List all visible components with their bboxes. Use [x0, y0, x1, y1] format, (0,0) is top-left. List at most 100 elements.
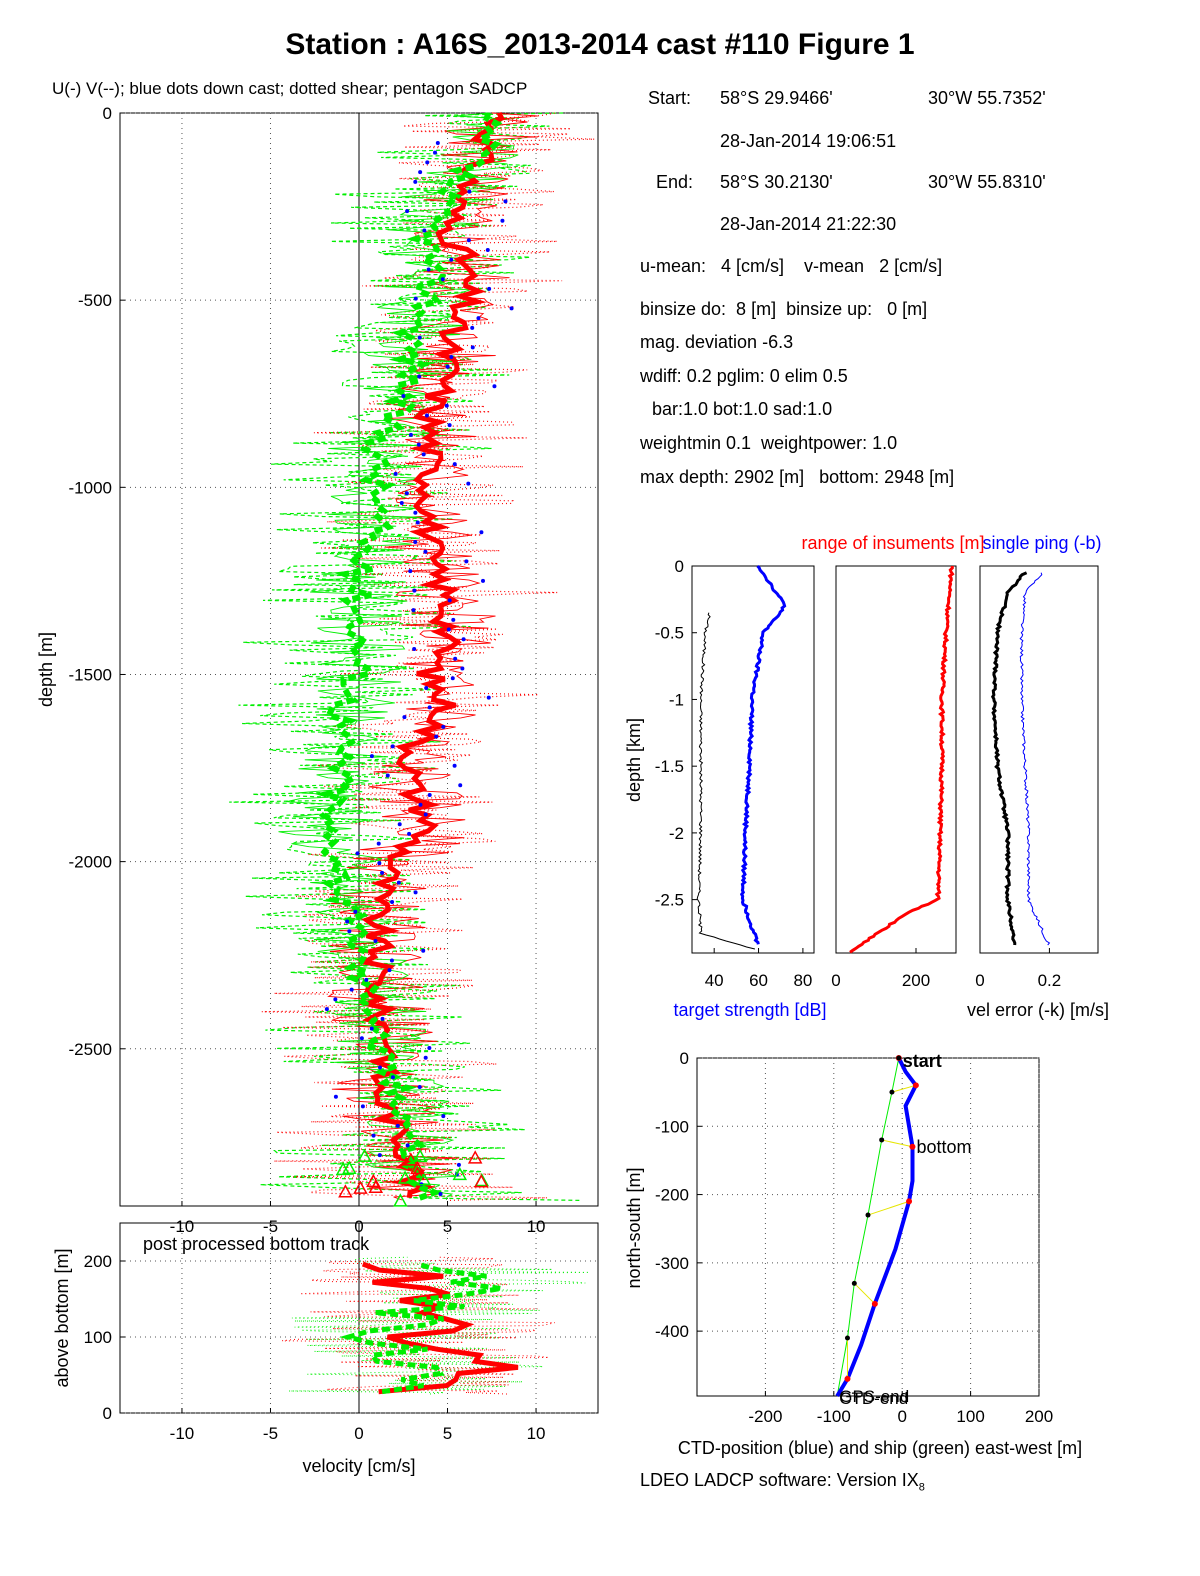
downcast-dot — [487, 286, 492, 291]
small-ylabel: depth [km] — [624, 718, 644, 802]
pos-axes-ytick-label: -100 — [655, 1117, 689, 1136]
downcast-dot — [444, 403, 449, 408]
downcast-dot — [413, 179, 418, 184]
downcast-dot — [399, 501, 404, 506]
main-axes-xtick-label: 0 — [354, 1217, 363, 1236]
downcast-dot — [445, 364, 450, 369]
downcast-dot — [373, 938, 378, 943]
small-ytick-label: -1.5 — [655, 757, 684, 776]
bt-title: post processed bottom track — [143, 1234, 370, 1254]
pos-axes-ytick-label: -300 — [655, 1254, 689, 1273]
downcast-dot — [441, 724, 446, 729]
downcast-dot — [355, 851, 360, 856]
downcast-dot — [390, 1075, 395, 1080]
start-lon: 30°W 55.7352' — [928, 88, 1046, 108]
small-title-ping: single ping (-b) — [982, 533, 1101, 553]
downcast-dot — [413, 539, 418, 544]
downcast-dot — [390, 900, 395, 905]
main-velocity-line — [327, 112, 538, 1201]
main-velocity-line — [278, 112, 519, 1201]
downcast-dot — [458, 783, 463, 788]
pos-axes-ytick-label: -200 — [655, 1186, 689, 1205]
bt-shear-line — [281, 1256, 555, 1395]
downcast-dot — [377, 1153, 382, 1158]
small-profile-line — [696, 612, 756, 950]
small-panel-frame — [691, 565, 815, 954]
sadcp-marker — [474, 1172, 490, 1187]
downcast-dot — [434, 734, 439, 739]
downcast-dot — [380, 1016, 385, 1021]
downcast-dot — [347, 929, 352, 934]
downcast-dot — [345, 919, 350, 924]
downcast-dot — [479, 530, 484, 535]
downcast-dot — [412, 588, 417, 593]
ctd-time-marker — [844, 1375, 851, 1382]
downcast-dot — [460, 666, 465, 671]
downcast-dot — [369, 1026, 374, 1031]
downcast-dot — [500, 218, 505, 223]
downcast-dot — [353, 909, 358, 914]
pos-axes-frame — [696, 1057, 1040, 1397]
main-axes-ytick-label: 0 — [103, 104, 112, 123]
downcast-dot — [402, 715, 407, 720]
ship-time-marker — [879, 1137, 885, 1143]
pos-axes-xtick-label: -200 — [748, 1407, 782, 1426]
downcast-dot — [393, 471, 398, 476]
downcast-dot — [449, 257, 454, 262]
small-xtick-label: 0 — [975, 971, 984, 990]
binsize: binsize do: 8 [m] binsize up: 0 [m] — [640, 299, 928, 319]
downcast-dot — [333, 1094, 338, 1099]
downcast-dot — [503, 199, 508, 204]
downcast-dot — [359, 1036, 364, 1041]
main-axes-frame — [119, 112, 599, 1207]
downcast-dot — [446, 627, 451, 632]
downcast-dot — [413, 890, 418, 895]
small-xtick-label: 200 — [902, 971, 930, 990]
downcast-dot — [454, 1172, 459, 1177]
pos-gpsend-label: GPS-end — [839, 1387, 909, 1406]
small-ytick-label: -0.5 — [655, 624, 684, 643]
downcast-dot — [390, 744, 395, 749]
ship-time-marker — [865, 1212, 871, 1218]
downcast-dot — [405, 1143, 410, 1148]
downcast-dot — [417, 335, 422, 340]
downcast-dot — [466, 481, 471, 486]
downcast-dot — [416, 442, 421, 447]
sadcp-marker — [353, 1180, 368, 1194]
downcast-dot — [421, 948, 426, 953]
downcast-dot — [369, 754, 374, 759]
downcast-dot — [492, 384, 497, 389]
ctd-time-marker — [895, 1055, 902, 1061]
pos-xlabel: CTD-position (blue) and ship (green) eas… — [678, 1438, 1082, 1458]
bt-axes-xtick-label: -5 — [263, 1424, 278, 1443]
downcast-dot — [440, 277, 445, 282]
pos-axes-xtick-label: 100 — [956, 1407, 984, 1426]
pos-ctdend-label: CTD-end — [839, 1389, 908, 1408]
downcast-dot — [426, 267, 431, 272]
downcast-dot — [427, 793, 432, 798]
downcast-dot — [427, 705, 432, 710]
ctd-ship-link — [881, 1139, 913, 1148]
downcast-dot — [453, 656, 458, 661]
start-lat: 58°S 29.9466' — [720, 88, 833, 108]
bt-axes-ytick-label: 100 — [84, 1328, 112, 1347]
pos-axes-ytick-label: 0 — [680, 1049, 689, 1068]
downcast-dot — [486, 695, 491, 700]
sadcp-marker — [410, 1166, 425, 1180]
bt-axes-frame — [119, 1222, 599, 1414]
downcast-dot — [404, 491, 409, 496]
small-ytick-label: -2.5 — [655, 891, 684, 910]
ctd-time-marker — [871, 1300, 878, 1307]
end-lat: 58°S 30.2130' — [720, 172, 833, 192]
bt-shear-line — [288, 1256, 590, 1395]
ship-track — [836, 1057, 900, 1397]
downcast-dot — [377, 1065, 382, 1070]
downcast-dot — [480, 578, 485, 583]
bt-axes-xtick-label: 5 — [443, 1424, 452, 1443]
downcast-dot — [476, 316, 481, 321]
sadcp-marker — [467, 1150, 483, 1164]
small-panel-frame — [979, 565, 1099, 954]
ship-time-marker — [889, 1089, 895, 1095]
ctd-ship-link — [891, 1084, 917, 1093]
main-axes-xtick-label: -5 — [263, 1217, 278, 1236]
